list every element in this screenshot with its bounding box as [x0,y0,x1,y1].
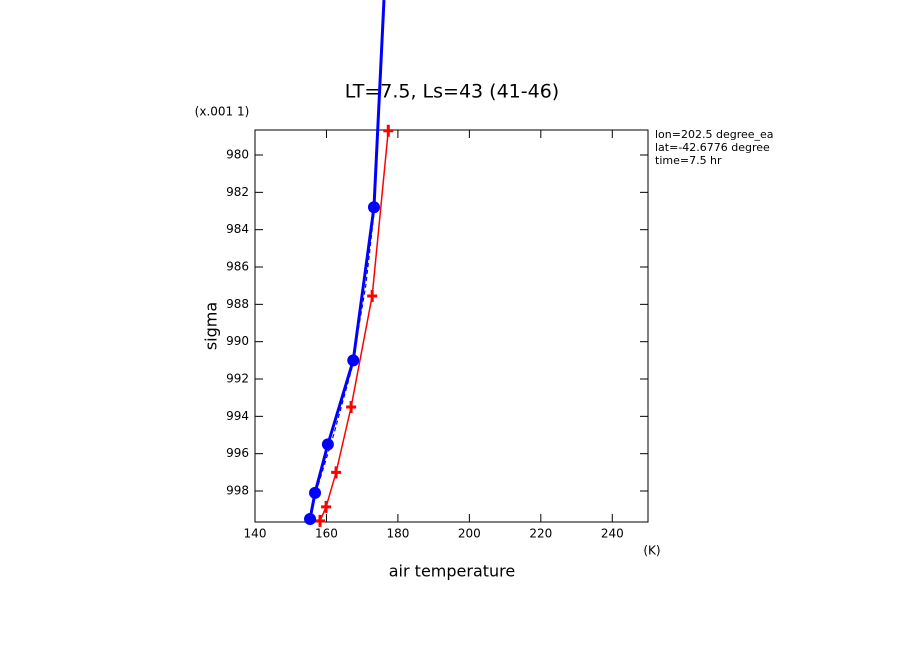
y-tick-label: 982 [226,185,249,199]
y-tick-label: 988 [226,297,249,311]
marker [309,486,322,499]
x-tick-label: 240 [601,527,624,541]
x-tick-label: 160 [315,527,338,541]
y-tick-label: 992 [226,372,249,386]
annotation: time=7.5 hr [655,154,722,167]
x-tick-label: 200 [458,527,481,541]
y-tick-label: 986 [226,260,249,274]
marker [331,466,342,479]
marker [347,354,360,367]
marker [321,438,334,451]
chart-title: LT=7.5, Ls=43 (41-46) [345,81,559,103]
y-tick-label: 998 [226,484,249,498]
x-tick-label: 140 [244,527,267,541]
x-axis-label: air temperature [389,562,515,581]
annotation: lon=202.5 degree_ea [655,128,774,141]
series-line [319,130,390,522]
y-tick-label: 980 [226,148,249,162]
marker [346,401,357,414]
y-tick-label: 994 [226,409,249,423]
x-tick-label: 220 [529,527,552,541]
y-axis-label: sigma [202,302,221,350]
y-tick-label: 984 [226,222,249,236]
x-unit: (K) [643,544,660,558]
y-tick-label: 990 [226,334,249,348]
annotation: lat=-42.6776 degree [655,141,770,154]
y-unit: (x.001 1) [195,105,250,119]
x-tick-label: 180 [386,527,409,541]
marker [315,514,326,527]
series-line [308,207,376,520]
plot-frame [254,129,649,523]
series-line [308,0,386,520]
marker [383,124,394,137]
marker [321,500,332,513]
marker [304,513,317,526]
marker [367,289,378,302]
marker [367,201,380,214]
y-tick-label: 996 [226,446,249,460]
